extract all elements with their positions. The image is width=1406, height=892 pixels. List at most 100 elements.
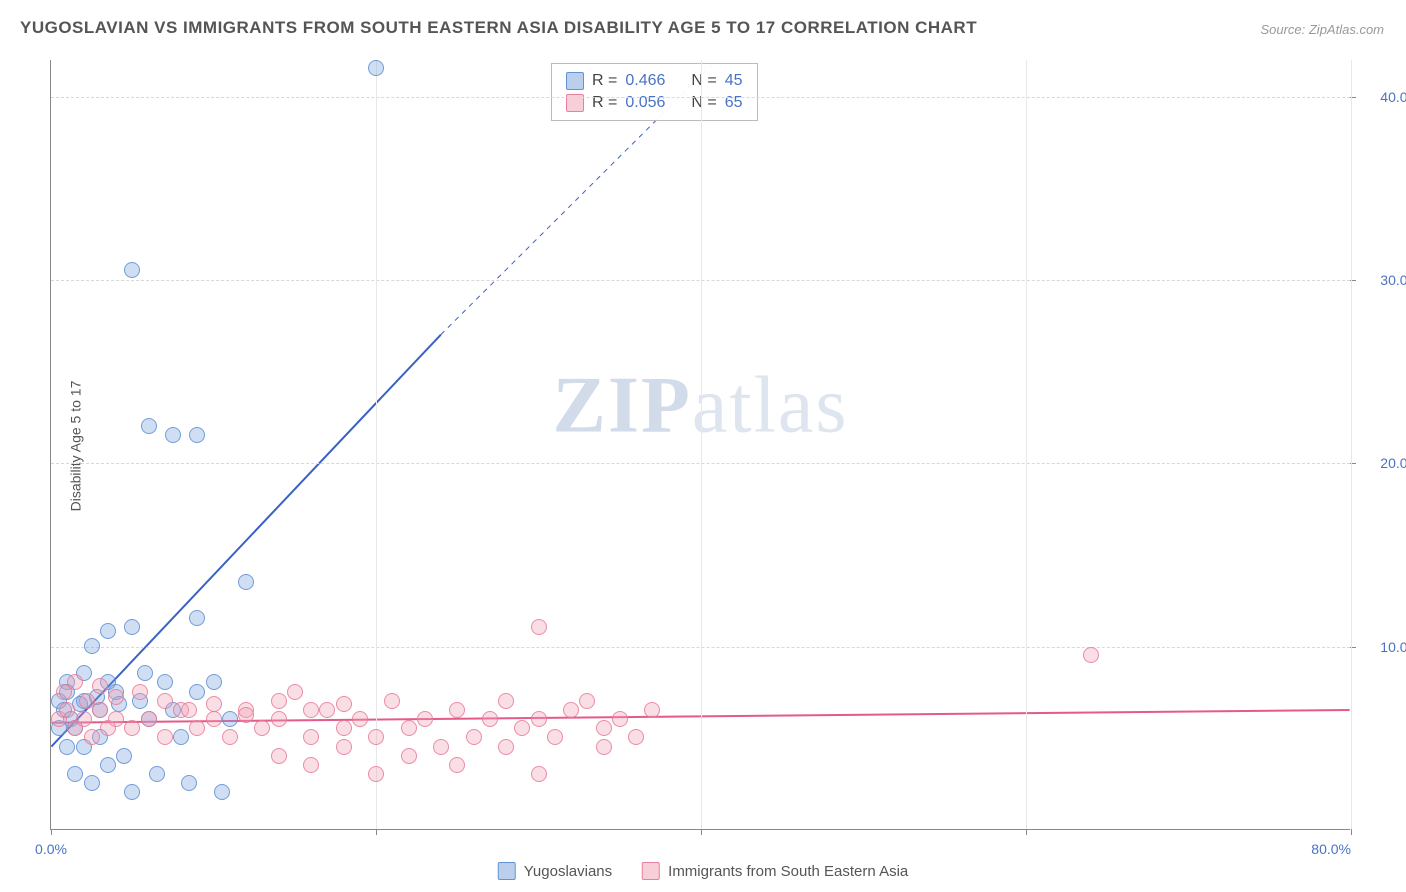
data-point [165, 427, 181, 443]
data-point [449, 702, 465, 718]
data-point [401, 720, 417, 736]
data-point [222, 711, 238, 727]
data-point [531, 766, 547, 782]
plot-area: ZIPatlas R =0.466N =45R =0.056N =65 10.0… [50, 60, 1350, 830]
data-point [238, 574, 254, 590]
data-point [59, 739, 75, 755]
data-point [189, 684, 205, 700]
data-point [157, 674, 173, 690]
correlation-legend-row: R =0.466N =45 [566, 70, 743, 92]
series-legend: Yugoslavians Immigrants from South Easter… [498, 862, 909, 880]
data-point [433, 739, 449, 755]
data-point [498, 739, 514, 755]
data-point [612, 711, 628, 727]
data-point [108, 711, 124, 727]
data-point [498, 693, 514, 709]
data-point [59, 702, 75, 718]
data-point [173, 729, 189, 745]
data-point [336, 720, 352, 736]
data-point [531, 711, 547, 727]
data-point [149, 766, 165, 782]
y-tick-label: 20.0% [1360, 455, 1406, 471]
x-tick-label: 0.0% [35, 841, 67, 857]
data-point [206, 711, 222, 727]
data-point [303, 757, 319, 773]
data-point [271, 748, 287, 764]
data-point [157, 729, 173, 745]
data-point [124, 720, 140, 736]
data-point [417, 711, 433, 727]
x-tick-label: 80.0% [1311, 841, 1351, 857]
legend-label: Yugoslavians [524, 863, 612, 880]
data-point [596, 739, 612, 755]
data-point [466, 729, 482, 745]
data-point [189, 427, 205, 443]
data-point [628, 729, 644, 745]
data-point [124, 784, 140, 800]
data-point [352, 711, 368, 727]
data-point [238, 707, 254, 723]
data-point [67, 674, 83, 690]
data-point [76, 711, 92, 727]
data-point [222, 729, 238, 745]
gridline-vertical [1351, 60, 1352, 829]
data-point [336, 696, 352, 712]
correlation-legend: R =0.466N =45R =0.056N =65 [551, 63, 758, 121]
data-point [92, 678, 108, 694]
data-point [336, 739, 352, 755]
data-point [271, 711, 287, 727]
n-label: N = [691, 72, 716, 90]
data-point [79, 693, 95, 709]
data-point [189, 610, 205, 626]
r-value: 0.466 [625, 72, 665, 90]
data-point [181, 702, 197, 718]
legend-item: Yugoslavians [498, 862, 612, 880]
data-point [384, 693, 400, 709]
r-label: R = [592, 72, 617, 90]
data-point [319, 702, 335, 718]
x-tick-mark [1026, 829, 1027, 835]
chart-title: YUGOSLAVIAN VS IMMIGRANTS FROM SOUTH EAS… [20, 18, 977, 38]
data-point [124, 619, 140, 635]
y-tick-label: 30.0% [1360, 272, 1406, 288]
legend-swatch [566, 72, 584, 90]
data-point [67, 766, 83, 782]
correlation-legend-row: R =0.056N =65 [566, 92, 743, 114]
gridline-vertical [701, 60, 702, 829]
data-point [579, 693, 595, 709]
data-point [141, 711, 157, 727]
data-point [124, 262, 140, 278]
data-point [254, 720, 270, 736]
data-point [401, 748, 417, 764]
gridline-vertical [376, 60, 377, 829]
gridline-vertical [1026, 60, 1027, 829]
data-point [189, 720, 205, 736]
data-point [287, 684, 303, 700]
data-point [84, 638, 100, 654]
data-point [368, 766, 384, 782]
legend-label: Immigrants from South Eastern Asia [668, 863, 908, 880]
data-point [531, 619, 547, 635]
data-point [547, 729, 563, 745]
data-point [141, 418, 157, 434]
x-tick-mark [1351, 829, 1352, 835]
data-point [482, 711, 498, 727]
x-tick-mark [376, 829, 377, 835]
data-point [206, 674, 222, 690]
y-tick-label: 40.0% [1360, 89, 1406, 105]
legend-swatch [498, 862, 516, 880]
data-point [563, 702, 579, 718]
data-point [116, 748, 132, 764]
data-point [157, 693, 173, 709]
data-point [271, 693, 287, 709]
data-point [368, 60, 384, 76]
data-point [303, 702, 319, 718]
legend-swatch [642, 862, 660, 880]
data-point [449, 757, 465, 773]
y-tick-label: 10.0% [1360, 639, 1406, 655]
x-tick-mark [701, 829, 702, 835]
data-point [1083, 647, 1099, 663]
data-point [514, 720, 530, 736]
data-point [181, 775, 197, 791]
data-point [84, 729, 100, 745]
